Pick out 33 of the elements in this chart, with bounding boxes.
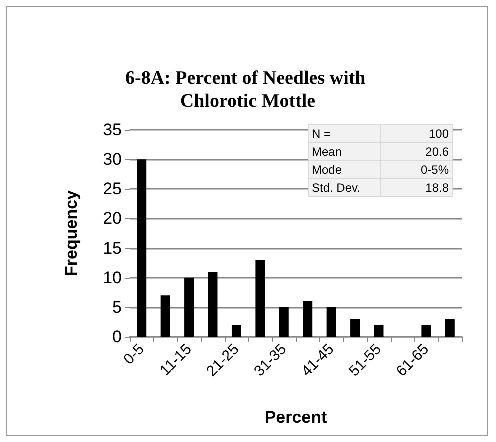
y-tick-label: 20 (103, 209, 122, 228)
annotation: 20.6 (380, 142, 452, 160)
bar (445, 319, 455, 337)
bar (374, 325, 384, 337)
bar (184, 278, 194, 337)
bar (256, 260, 266, 337)
annotation: N = (308, 124, 380, 142)
annotation: 18.8 (380, 178, 452, 196)
y-tick-label: 5 (112, 298, 122, 317)
chart-title: 6-8A: Percent of Needles with Chlorotic Mottle (126, 68, 370, 112)
bar (303, 302, 313, 337)
y-tick-label: 10 (103, 268, 122, 288)
y-tick-label: 25 (103, 180, 122, 199)
bar (279, 307, 289, 337)
annotation: Mode (308, 160, 380, 178)
bar (350, 319, 360, 337)
x-tick-label: 0-5 (120, 340, 148, 368)
y-tick-label: 15 (103, 238, 122, 258)
bar (232, 325, 242, 337)
x-axis-title: Percent (264, 408, 328, 427)
bar (137, 160, 147, 337)
bar (326, 307, 336, 337)
annotation: Std. Dev. (308, 178, 380, 196)
annotation: Mean (308, 142, 380, 160)
bar (422, 325, 432, 337)
annotation: 100 (380, 124, 452, 142)
y-tick-label: 30 (103, 150, 122, 170)
y-tick-label: 35 (103, 120, 122, 140)
y-tick-label: 0 (112, 328, 122, 346)
bar (208, 272, 218, 337)
annotation: 0-5% (380, 160, 452, 178)
y-axis-title: Frequency (62, 190, 81, 276)
bar (160, 296, 170, 337)
